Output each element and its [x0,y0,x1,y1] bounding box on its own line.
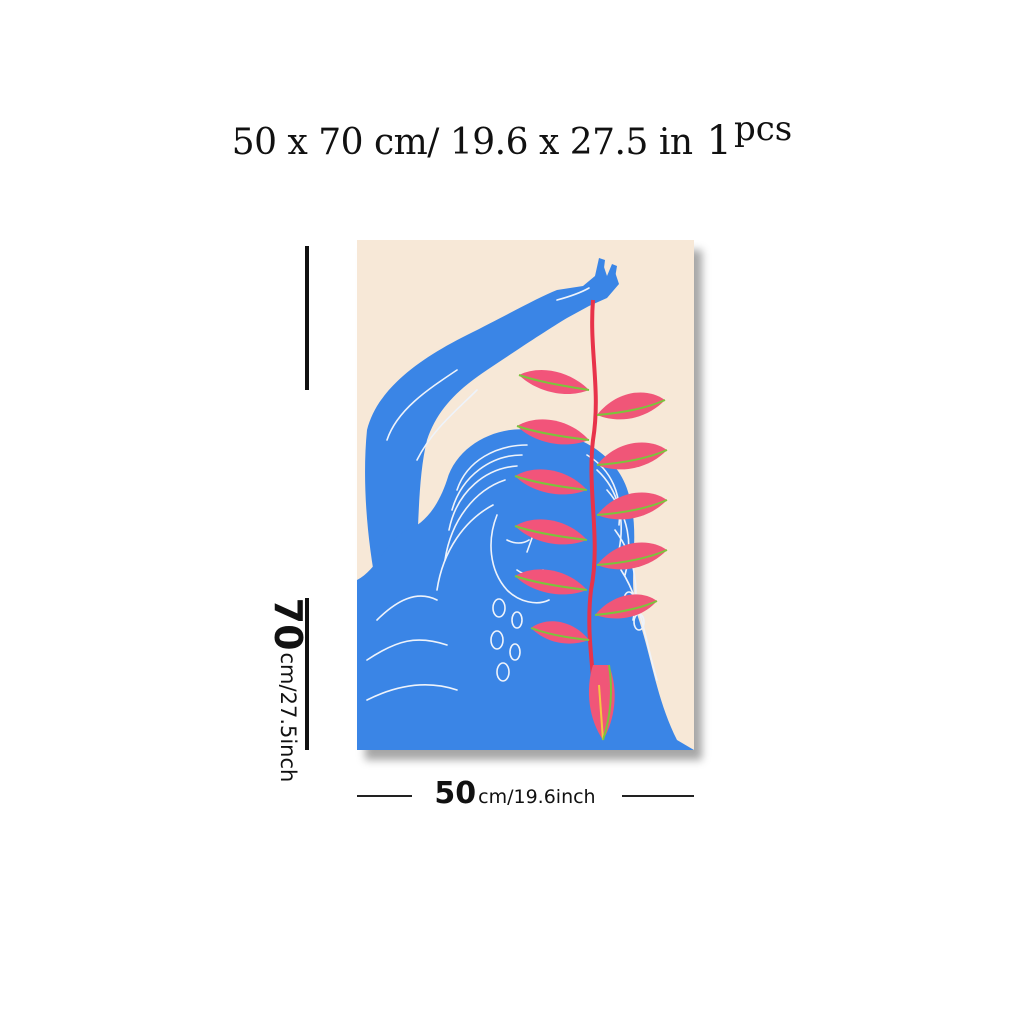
width-dimension-label: 50 cm/19.6inch [410,776,620,816]
width-value: 50 [434,776,477,811]
width-line-left [357,795,412,797]
size-headline: 50 x 70 cm/ 19.6 x 27.5 in 1pcs [0,109,1024,188]
height-line-bottom [305,598,309,750]
width-line-right [622,795,694,797]
size-headline-dimensions: 50 x 70 cm/ 19.6 x 27.5 in [231,122,693,163]
heliconia-bracts [514,370,668,741]
quantity-unit: pcs [733,109,793,149]
heliconia-stem [587,299,598,711]
artwork-illustration [357,258,694,750]
height-value: 70 [266,597,310,651]
height-dimension-label: 70 cm/27.5inch [266,500,310,880]
canvas-print [357,240,694,750]
height-unit: cm/27.5inch [276,652,300,783]
width-unit: cm/19.6inch [478,786,596,808]
height-line-top [305,246,309,390]
quantity-number: 1 [706,118,732,164]
